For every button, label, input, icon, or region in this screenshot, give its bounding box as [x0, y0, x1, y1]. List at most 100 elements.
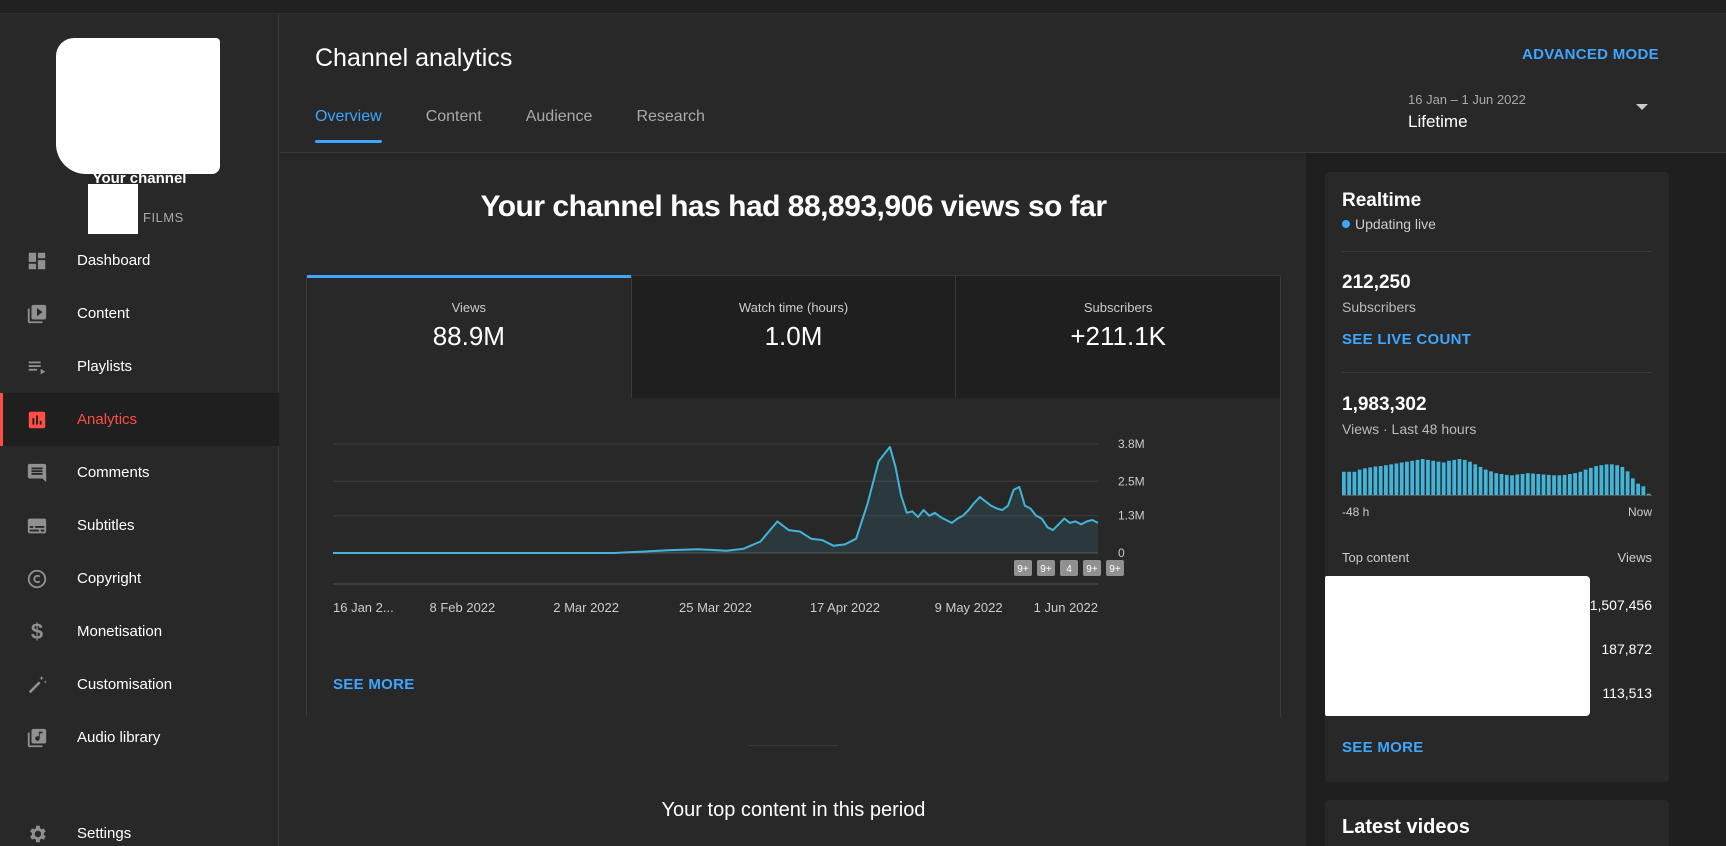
metric-watch-time[interactable]: Watch time (hours) 1.0M: [631, 276, 957, 398]
advanced-mode-button[interactable]: ADVANCED MODE: [1522, 46, 1659, 63]
metric-value: 1.0M: [764, 321, 823, 351]
sidebar-item-playlists[interactable]: Playlists: [0, 340, 279, 393]
sidebar-item-subtitles[interactable]: Subtitles: [0, 499, 279, 552]
realtime-bar: [1441, 462, 1446, 496]
metric-subscribers[interactable]: Subscribers +211.1K: [956, 276, 1281, 398]
realtime-bar: [1436, 461, 1441, 496]
caret-down-icon[interactable]: [1636, 104, 1648, 110]
tab-content[interactable]: Content: [425, 108, 482, 125]
content-icon: [24, 301, 50, 327]
subtitles-icon: [24, 513, 50, 539]
sidebar-item-label: Content: [77, 305, 130, 322]
sidebar-nav: Dashboard Content Playlists Analytics Co…: [0, 234, 279, 764]
realtime-bar: [1630, 478, 1635, 496]
realtime-bar: [1478, 466, 1483, 496]
analytics-tabs: Overview Content Audience Research: [315, 108, 749, 143]
sidebar-item-content[interactable]: Content: [0, 287, 279, 340]
realtime-bar: [1415, 459, 1420, 496]
realtime-bar: [1504, 474, 1509, 496]
top-content-views: 113,513: [1602, 685, 1652, 701]
sidebar-item-analytics[interactable]: Analytics: [0, 393, 279, 446]
date-range-label[interactable]: 16 Jan – 1 Jun 2022: [1408, 92, 1526, 107]
divider: [1342, 251, 1652, 252]
views-chart-area: 0 1.3M 2.5M 3.8M 9+ 9+ 4 9+ 9+ 16 Jan 2... 8 Feb 2…: [307, 398, 1280, 718]
sidebar-item-label: Dashboard: [77, 252, 151, 269]
realtime-bar: [1352, 471, 1357, 496]
realtime-card: Realtime Updating live 212,250 Subscribe…: [1325, 172, 1669, 782]
realtime-bar: [1494, 473, 1499, 496]
sidebar-item-dashboard[interactable]: Dashboard: [0, 234, 279, 287]
realtime-bar: [1594, 466, 1598, 496]
realtime-see-more-button[interactable]: SEE MORE: [1342, 739, 1424, 756]
gear-icon: [24, 821, 50, 846]
sidebar-item-label: Subtitles: [77, 517, 135, 534]
see-live-count-button[interactable]: SEE LIVE COUNT: [1342, 331, 1472, 348]
x-tick-label: 9 May 2022: [935, 600, 1003, 615]
event-badge: [1014, 560, 1032, 576]
event-badge: [1060, 560, 1078, 576]
sidebar-item-label: Monetisation: [77, 623, 163, 640]
realtime-bar: [1342, 471, 1346, 496]
realtime-bar: [1520, 474, 1525, 496]
tab-overview[interactable]: Overview: [315, 108, 382, 143]
sidebar-item-customisation[interactable]: Customisation: [0, 658, 279, 711]
realtime-bar: [1363, 468, 1367, 496]
metric-value: +211.1K: [1070, 321, 1167, 351]
dashboard-icon: [24, 248, 50, 274]
updating-live-label: Updating live: [1355, 216, 1436, 232]
x-tick-label: 25 Mar 2022: [679, 600, 752, 615]
event-badge: [1106, 560, 1124, 576]
realtime-bar: [1426, 459, 1430, 496]
views-headline: Your channel has had 88,893,906 views so…: [480, 190, 1107, 223]
x-tick-label: 1 Jun 2022: [1034, 600, 1098, 615]
playlists-icon: [24, 354, 50, 380]
sidebar-item-copyright[interactable]: Copyright: [0, 552, 279, 605]
realtime-bar: [1546, 474, 1551, 496]
channel-label: Your channel: [92, 170, 187, 187]
realtime-bar: [1567, 474, 1572, 496]
metric-label: Views: [451, 300, 487, 315]
y-tick-label: 2.5M: [1118, 474, 1145, 488]
metric-views[interactable]: Views 88.9M: [307, 275, 632, 398]
tab-research[interactable]: Research: [636, 108, 705, 125]
metric-label: Watch time (hours): [738, 300, 849, 315]
date-range-selector[interactable]: Lifetime: [1408, 112, 1468, 131]
realtime-bar: [1399, 462, 1404, 496]
see-more-button[interactable]: SEE MORE: [333, 676, 415, 693]
header-divider: [280, 152, 1726, 153]
sidebar-item-audio-library[interactable]: Audio library: [0, 711, 279, 764]
sidebar-item-comments[interactable]: Comments: [0, 446, 279, 499]
realtime-bar-chart[interactable]: [1342, 452, 1652, 496]
channel-avatar[interactable]: [56, 38, 220, 174]
sidebar-item-label: Analytics: [77, 411, 138, 428]
realtime-bar: [1499, 474, 1504, 496]
realtime-bar: [1620, 466, 1625, 496]
tab-audience[interactable]: Audience: [525, 108, 593, 125]
realtime-bar: [1357, 469, 1362, 496]
top-content-views: 187,872: [1601, 641, 1652, 657]
views-chart[interactable]: 0 1.3M 2.5M 3.8M 9+ 9+ 4 9+ 9+ 16 Jan 2... 8 Feb 2…: [307, 398, 1280, 648]
top-content-label: Top content: [1342, 550, 1410, 565]
realtime-bar: [1368, 467, 1373, 496]
realtime-bar: [1583, 469, 1588, 496]
audio-library-icon: [24, 725, 50, 751]
realtime-bar: [1646, 493, 1651, 496]
realtime-bar: [1452, 459, 1457, 496]
realtime-subscribers: 212,250: [1342, 272, 1411, 293]
top-content-views: 1,507,456: [1589, 597, 1652, 613]
views-line: [333, 445, 1099, 554]
comments-icon: [24, 460, 50, 486]
event-badge-label: 9+: [1109, 564, 1121, 575]
realtime-bar: [1573, 473, 1577, 496]
x-tick-label: 2 Mar 2022: [553, 600, 619, 615]
realtime-bar: [1552, 475, 1556, 496]
realtime-bar: [1405, 461, 1409, 496]
realtime-bar: [1462, 459, 1467, 496]
sidebar-item-settings[interactable]: Settings: [0, 807, 279, 846]
x-tick-label: 16 Jan 2...: [333, 600, 394, 615]
realtime-views: 1,983,302: [1342, 394, 1427, 415]
analytics-icon: [24, 407, 50, 433]
sidebar-item-monetisation[interactable]: $ Monetisation: [0, 605, 279, 658]
live-dot-icon: [1342, 220, 1350, 228]
axis-start-label: -48 h: [1342, 505, 1370, 519]
